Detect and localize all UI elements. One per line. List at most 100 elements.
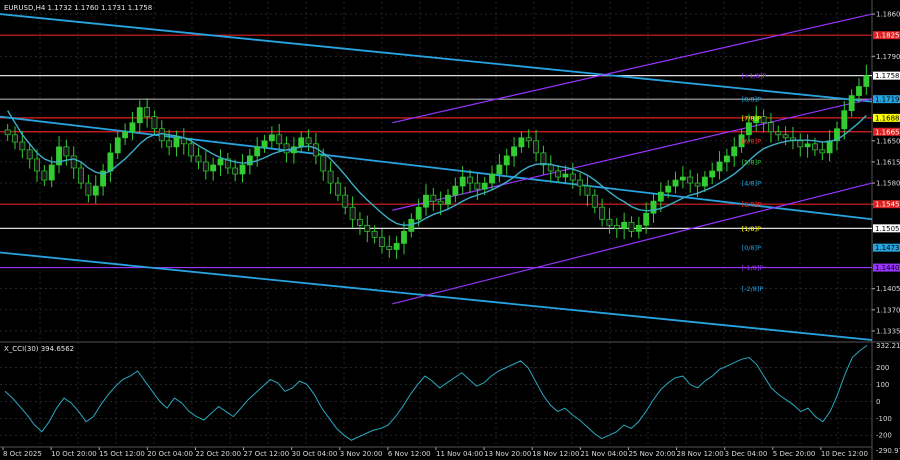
candle-body: [92, 185, 99, 196]
cci-tick-label: -290.973: [876, 447, 900, 455]
candle-body: [144, 107, 151, 118]
candle-body: [342, 194, 349, 208]
candle-body: [503, 155, 510, 166]
candle-body: [496, 164, 503, 175]
y-tick-label: 1.1790: [876, 53, 900, 61]
candle-body: [848, 95, 855, 111]
candle-body: [452, 185, 459, 196]
candle-body: [643, 212, 650, 226]
x-tick-label: 30 Oct 04:00: [292, 450, 338, 458]
candle-body: [268, 134, 275, 142]
candle-body: [335, 182, 341, 196]
price-badge-label: 1.1665: [875, 128, 900, 136]
candle-body: [56, 146, 62, 166]
candle-body: [19, 141, 26, 151]
price-badge-label: 1.1719: [875, 96, 900, 104]
x-tick-label: 18 Nov 12:00: [532, 450, 579, 458]
y-tick-label: 1.1370: [876, 306, 900, 314]
candles: [4, 64, 870, 260]
candle-body: [635, 224, 642, 232]
murrey-label: [0/8]P: [742, 244, 762, 252]
candle-body: [239, 164, 246, 175]
candle-body: [254, 146, 261, 157]
x-tick-label: 11 Nov 04:00: [436, 450, 483, 458]
price-badge-label: 1.1758: [875, 72, 900, 80]
candle-body: [738, 134, 745, 148]
x-tick-label: 21 Nov 04:00: [580, 450, 627, 458]
candle-body: [85, 182, 92, 196]
candle-body: [34, 158, 40, 172]
x-tick-label: 3 Nov 20:00: [340, 450, 383, 458]
candle-body: [401, 231, 407, 244]
cci-line: [4, 344, 868, 441]
candle-body: [555, 170, 562, 178]
candle-body: [716, 161, 723, 172]
price-badge-label: 1.1545: [875, 201, 900, 209]
candle-body: [606, 218, 613, 226]
candle-body: [481, 182, 488, 190]
x-tick-label: 10 Oct 20:00: [51, 450, 97, 458]
candle-body: [63, 146, 70, 157]
candle-body: [12, 134, 18, 143]
candle-body: [569, 173, 576, 181]
x-tick-label: 25 Nov 20:00: [628, 450, 675, 458]
candle-body: [672, 179, 679, 187]
candle-body: [202, 161, 209, 172]
candle-body: [701, 176, 708, 187]
candle-body: [665, 185, 672, 193]
candle-body: [731, 146, 738, 157]
candle-body: [694, 182, 701, 187]
candle-body: [393, 243, 400, 250]
murrey-label: [-2/8]P: [742, 285, 764, 293]
candle-body: [261, 140, 268, 148]
x-tick-label: 28 Nov 12:00: [677, 450, 724, 458]
murrey-labels: [+1/8]P [8/8]P [7/8]P [6/8]P [5/8]P [4/8]P [2/…: [742, 72, 767, 293]
chart-header: EURUSD,H4 1.1732 1.1760 1.1731 1.1758: [4, 4, 152, 12]
candle-body: [709, 170, 716, 178]
candle-body: [320, 155, 327, 172]
price-axis: 1.1860 1.1790 1.1650 1.1615 1.1580 1.1545 1.14…: [872, 11, 900, 455]
x-tick-label: 8 Oct 2025: [3, 450, 42, 458]
candle-body: [863, 75, 870, 87]
candle-body: [26, 149, 33, 160]
candle-body: [423, 194, 429, 208]
candle-body: [129, 122, 136, 133]
x-tick-label: 27 Oct 12:00: [244, 450, 290, 458]
price-badge: [873, 263, 900, 272]
candle-body: [48, 164, 55, 181]
price-badge-label: 1.1473: [875, 244, 900, 252]
x-tick-label: 20 Oct 04:00: [147, 450, 193, 458]
candle-body: [474, 182, 481, 190]
y-tick-label: 1.1650: [876, 137, 900, 145]
candle-body: [349, 206, 356, 220]
candle-body: [797, 140, 804, 148]
candle-body: [195, 155, 202, 163]
candle-body: [489, 173, 495, 184]
price-badge: [873, 113, 900, 122]
candle-body: [371, 231, 378, 238]
candle-body: [511, 146, 517, 157]
price-badge: [873, 224, 900, 233]
cci-tick-label: 200: [876, 364, 889, 372]
candle-body: [327, 170, 334, 184]
price-badge-label: 1.1440: [875, 264, 900, 272]
candle-body: [599, 206, 606, 220]
candle-body: [4, 129, 11, 136]
candle-body: [298, 137, 305, 148]
candle-body: [834, 128, 840, 142]
trend-line: [0, 13, 873, 103]
candle-body: [760, 116, 767, 124]
x-tick-label: 3 Dec 04:00: [725, 450, 768, 458]
candle-body: [621, 221, 628, 229]
candle-body: [753, 116, 760, 124]
murrey-label: [8/8]P: [742, 96, 762, 104]
price-badge: [873, 243, 900, 252]
channel-line: [392, 182, 873, 305]
price-badge: [873, 71, 900, 80]
cci-tick-label: 100: [876, 381, 889, 389]
candle-body: [533, 140, 539, 154]
candle-body: [276, 134, 283, 145]
cci-tick-label: -200: [876, 432, 892, 440]
cci-tick-label: 332.21: [876, 342, 900, 350]
